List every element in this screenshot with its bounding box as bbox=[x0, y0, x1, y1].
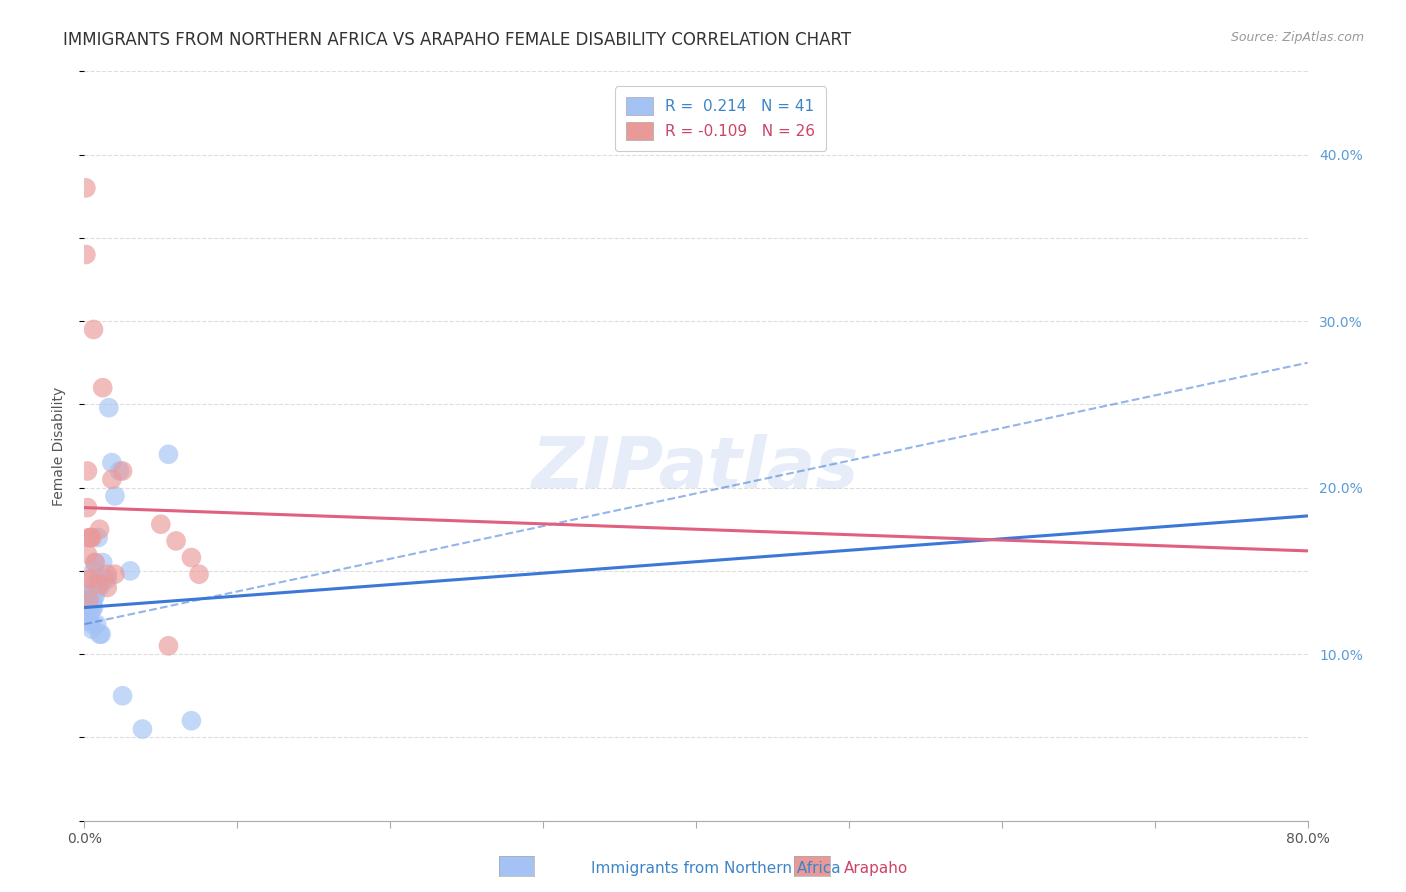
Point bbox=[80, 617, 103, 632]
Point bbox=[79, 589, 101, 603]
Point bbox=[76, 589, 98, 603]
Point bbox=[77, 592, 100, 607]
Point bbox=[76, 547, 98, 561]
Point bbox=[91, 556, 114, 570]
Point bbox=[79, 597, 101, 611]
Text: Immigrants from Northern Africa: Immigrants from Northern Africa bbox=[591, 861, 841, 876]
Point bbox=[75, 597, 97, 611]
Point bbox=[89, 522, 111, 536]
Point bbox=[89, 627, 111, 641]
Point bbox=[91, 381, 114, 395]
Point bbox=[131, 722, 153, 736]
Point bbox=[83, 592, 105, 607]
Point bbox=[80, 531, 103, 545]
Point bbox=[86, 581, 108, 595]
Point bbox=[84, 556, 107, 570]
Point bbox=[80, 622, 103, 636]
Point bbox=[77, 614, 100, 628]
Point bbox=[101, 472, 124, 486]
Point bbox=[77, 531, 100, 545]
Point bbox=[89, 577, 111, 591]
Point bbox=[93, 572, 115, 586]
Point bbox=[77, 597, 100, 611]
Legend: R =  0.214   N = 41, R = -0.109   N = 26: R = 0.214 N = 41, R = -0.109 N = 26 bbox=[614, 87, 825, 151]
Point bbox=[111, 464, 134, 478]
Point bbox=[149, 517, 172, 532]
Point bbox=[76, 606, 98, 620]
Text: IMMIGRANTS FROM NORTHERN AFRICA VS ARAPAHO FEMALE DISABILITY CORRELATION CHART: IMMIGRANTS FROM NORTHERN AFRICA VS ARAPA… bbox=[63, 31, 852, 49]
Point bbox=[80, 594, 103, 608]
Point bbox=[89, 581, 111, 595]
Point bbox=[83, 322, 105, 336]
Point bbox=[180, 714, 202, 728]
Point bbox=[97, 401, 120, 415]
Point bbox=[79, 606, 101, 620]
Text: Source: ZipAtlas.com: Source: ZipAtlas.com bbox=[1230, 31, 1364, 45]
Point bbox=[86, 617, 108, 632]
Point bbox=[180, 550, 202, 565]
Point bbox=[104, 567, 127, 582]
Point bbox=[165, 533, 187, 548]
Point bbox=[111, 689, 134, 703]
Point bbox=[96, 567, 118, 582]
Point bbox=[79, 572, 101, 586]
Point bbox=[77, 572, 100, 586]
Point bbox=[84, 556, 107, 570]
Point bbox=[90, 627, 112, 641]
Point bbox=[101, 456, 124, 470]
Y-axis label: Female Disability: Female Disability bbox=[52, 386, 66, 506]
Text: ZIPatlas: ZIPatlas bbox=[533, 434, 859, 503]
Point bbox=[87, 531, 110, 545]
Text: Arapaho: Arapaho bbox=[844, 861, 908, 876]
Point bbox=[120, 564, 142, 578]
Point bbox=[83, 600, 105, 615]
Point bbox=[76, 500, 98, 515]
Point bbox=[77, 600, 100, 615]
Point bbox=[104, 489, 127, 503]
Point bbox=[108, 464, 131, 478]
Point bbox=[80, 602, 103, 616]
Point bbox=[79, 531, 101, 545]
Point bbox=[96, 581, 118, 595]
Point bbox=[76, 464, 98, 478]
Point bbox=[157, 447, 180, 461]
Point bbox=[80, 597, 103, 611]
Point bbox=[84, 589, 107, 603]
Point bbox=[157, 639, 180, 653]
Point bbox=[77, 594, 100, 608]
Point bbox=[87, 572, 110, 586]
Point bbox=[83, 564, 105, 578]
Point bbox=[76, 597, 98, 611]
Point bbox=[75, 181, 97, 195]
Point bbox=[188, 567, 211, 582]
Point bbox=[75, 247, 97, 261]
Point bbox=[96, 572, 118, 586]
Point bbox=[79, 581, 101, 595]
